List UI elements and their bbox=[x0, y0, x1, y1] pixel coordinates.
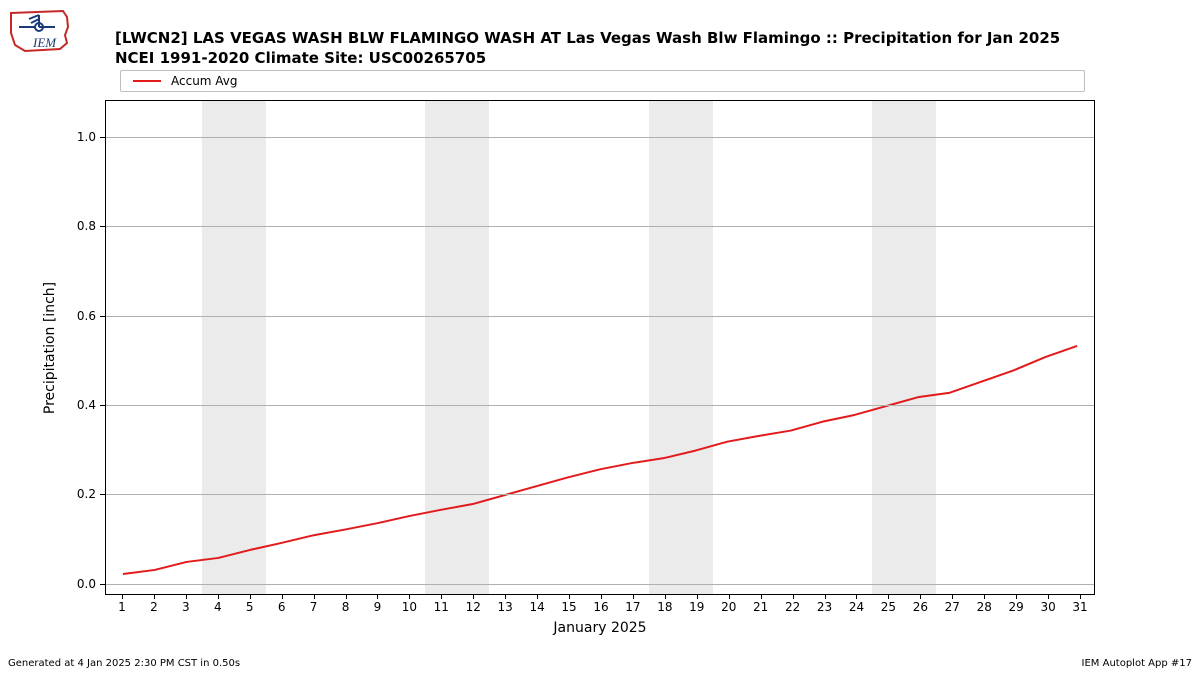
gridline bbox=[106, 137, 1094, 138]
x-tick-label: 8 bbox=[342, 600, 350, 614]
gridline bbox=[106, 405, 1094, 406]
x-tick bbox=[377, 594, 378, 599]
y-tick bbox=[100, 584, 106, 585]
footer-generated: Generated at 4 Jan 2025 2:30 PM CST in 0… bbox=[8, 658, 240, 669]
x-tick bbox=[346, 594, 347, 599]
x-tick bbox=[1080, 594, 1081, 599]
x-tick-label: 26 bbox=[913, 600, 928, 614]
x-tick-label: 9 bbox=[374, 600, 382, 614]
x-tick-label: 18 bbox=[657, 600, 672, 614]
x-tick-label: 24 bbox=[849, 600, 864, 614]
gridline bbox=[106, 584, 1094, 585]
y-tick bbox=[100, 226, 106, 227]
x-tick bbox=[984, 594, 985, 599]
x-tick bbox=[250, 594, 251, 599]
x-axis-label: January 2025 bbox=[553, 620, 646, 636]
x-tick bbox=[920, 594, 921, 599]
x-tick bbox=[856, 594, 857, 599]
x-tick bbox=[122, 594, 123, 599]
x-tick bbox=[314, 594, 315, 599]
x-tick bbox=[154, 594, 155, 599]
gridline bbox=[106, 226, 1094, 227]
gridline bbox=[106, 494, 1094, 495]
x-tick bbox=[793, 594, 794, 599]
x-tick bbox=[1048, 594, 1049, 599]
legend-swatch bbox=[133, 80, 161, 82]
x-tick bbox=[505, 594, 506, 599]
y-tick bbox=[100, 405, 106, 406]
x-tick bbox=[761, 594, 762, 599]
x-tick-label: 15 bbox=[561, 600, 576, 614]
accum-avg-line bbox=[123, 346, 1077, 574]
footer-app: IEM Autoplot App #17 bbox=[1082, 658, 1192, 669]
x-tick bbox=[186, 594, 187, 599]
x-tick-label: 19 bbox=[689, 600, 704, 614]
legend: Accum Avg bbox=[120, 70, 1085, 92]
x-tick-label: 23 bbox=[817, 600, 832, 614]
x-tick-label: 20 bbox=[721, 600, 736, 614]
x-tick-label: 4 bbox=[214, 600, 222, 614]
title-line-1: [LWCN2] LAS VEGAS WASH BLW FLAMINGO WASH… bbox=[115, 28, 1060, 48]
x-tick-label: 10 bbox=[402, 600, 417, 614]
x-tick bbox=[473, 594, 474, 599]
x-tick bbox=[569, 594, 570, 599]
y-tick-label: 1.0 bbox=[77, 130, 96, 144]
x-tick bbox=[218, 594, 219, 599]
x-tick bbox=[601, 594, 602, 599]
x-tick-label: 30 bbox=[1040, 600, 1055, 614]
plot-area: 0.00.20.40.60.81.01234567891011121314151… bbox=[105, 100, 1095, 595]
x-tick-label: 27 bbox=[945, 600, 960, 614]
y-tick-label: 0.2 bbox=[77, 487, 96, 501]
y-tick bbox=[100, 494, 106, 495]
x-tick-label: 17 bbox=[625, 600, 640, 614]
chart-title: [LWCN2] LAS VEGAS WASH BLW FLAMINGO WASH… bbox=[115, 28, 1060, 69]
x-tick bbox=[952, 594, 953, 599]
y-tick bbox=[100, 137, 106, 138]
x-tick-label: 29 bbox=[1009, 600, 1024, 614]
x-tick bbox=[697, 594, 698, 599]
x-tick-label: 1 bbox=[118, 600, 126, 614]
y-tick-label: 0.4 bbox=[77, 398, 96, 412]
x-tick-label: 22 bbox=[785, 600, 800, 614]
x-tick-label: 2 bbox=[150, 600, 158, 614]
x-tick-label: 28 bbox=[977, 600, 992, 614]
x-tick-label: 3 bbox=[182, 600, 190, 614]
x-tick bbox=[665, 594, 666, 599]
x-tick-label: 25 bbox=[881, 600, 896, 614]
x-tick-label: 14 bbox=[529, 600, 544, 614]
x-tick-label: 11 bbox=[434, 600, 449, 614]
iem-logo: IEM bbox=[5, 5, 75, 57]
x-tick bbox=[409, 594, 410, 599]
x-tick bbox=[282, 594, 283, 599]
x-tick-label: 21 bbox=[753, 600, 768, 614]
y-tick-label: 0.0 bbox=[77, 577, 96, 591]
x-tick bbox=[441, 594, 442, 599]
line-series bbox=[106, 101, 1094, 594]
x-tick bbox=[729, 594, 730, 599]
x-tick bbox=[825, 594, 826, 599]
x-tick-label: 5 bbox=[246, 600, 254, 614]
y-axis-label: Precipitation [inch] bbox=[42, 282, 58, 414]
x-tick-label: 7 bbox=[310, 600, 318, 614]
x-tick bbox=[888, 594, 889, 599]
x-tick-label: 31 bbox=[1072, 600, 1087, 614]
y-tick-label: 0.8 bbox=[77, 219, 96, 233]
gridline bbox=[106, 316, 1094, 317]
x-tick-label: 13 bbox=[498, 600, 513, 614]
title-line-2: NCEI 1991-2020 Climate Site: USC00265705 bbox=[115, 48, 1060, 68]
x-tick bbox=[633, 594, 634, 599]
x-tick-label: 6 bbox=[278, 600, 286, 614]
x-tick-label: 12 bbox=[466, 600, 481, 614]
legend-label: Accum Avg bbox=[171, 74, 238, 88]
y-tick-label: 0.6 bbox=[77, 309, 96, 323]
x-tick bbox=[537, 594, 538, 599]
y-tick bbox=[100, 316, 106, 317]
x-tick bbox=[1016, 594, 1017, 599]
x-tick-label: 16 bbox=[593, 600, 608, 614]
svg-text:IEM: IEM bbox=[32, 35, 57, 50]
